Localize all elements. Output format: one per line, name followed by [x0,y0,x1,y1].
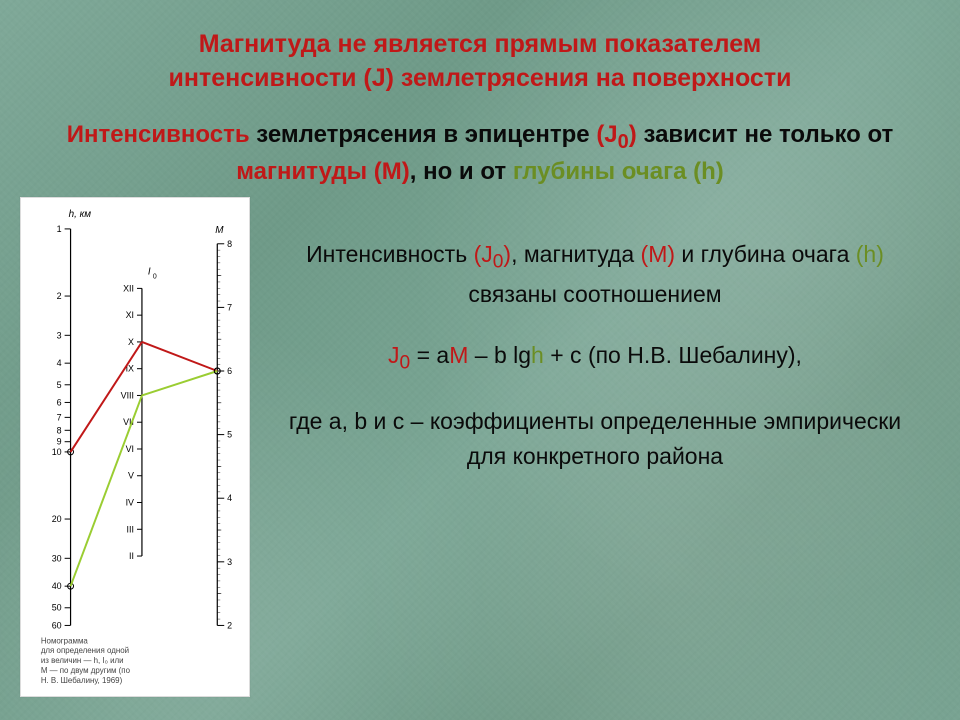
subtitle-magnitude: магнитуды (M) [236,158,410,185]
svg-text:XI: XI [126,310,134,320]
nomogram-column: h, км123456789102030405060 I0XIIXIXIXVII… [0,197,270,717]
nomogram-svg: h, км123456789102030405060 I0XIIXIXIXVII… [21,198,249,696]
formula-eq-a: = a [410,342,449,368]
formula-tail: + c (по Н.В. Шебалину), [544,342,802,368]
slide-content: Магнитуда не является прямым показателем… [0,0,960,720]
svg-text:9: 9 [57,437,62,447]
svg-text:VI: VI [126,444,134,454]
formula-h: h [531,342,544,368]
body1-j0close: ) [503,241,511,267]
svg-text:1: 1 [57,224,62,234]
svg-text:M — по двум другим (по: M — по двум другим (по [41,666,131,675]
svg-text:M: M [215,225,224,236]
svg-text:6: 6 [227,366,232,376]
svg-text:5: 5 [227,429,232,439]
formula-J: J [388,342,400,368]
body1-d: связаны соотношением [468,281,721,307]
title-line2: интенсивности (J) землетрясения на повер… [169,64,792,92]
subtitle-j0-open: (J [596,121,617,148]
subtitle-text-a: землетрясения в эпицентре [250,121,597,148]
body-paragraph-relation: Интенсивность (J0), магнитуда (M) и глуб… [280,237,910,312]
body1-j0: (J [474,241,493,267]
svg-text:2: 2 [57,291,62,301]
subtitle-j0-sub: 0 [618,130,629,152]
svg-text:V: V [128,471,134,481]
body1-j0sub: 0 [493,251,504,272]
svg-text:50: 50 [52,603,62,613]
svg-text:0: 0 [153,273,157,280]
svg-text:3: 3 [57,330,62,340]
body1-h: (h) [856,241,884,267]
slide-title: Магнитуда не является прямым показателем… [0,0,960,96]
nomogram-figure: h, км123456789102030405060 I0XIIXIXIXVII… [20,197,250,697]
subtitle-word-intensity: Интенсивность [67,121,250,148]
subtitle-text-b: зависит не только от [637,121,894,148]
body1-c: и глубина очага [675,241,856,267]
svg-text:5: 5 [57,380,62,390]
subtitle-text-c: , но и от [410,158,513,185]
svg-text:XII: XII [123,283,134,293]
body1-M: (M) [641,241,675,267]
body-coeff-note: где a, b и c – коэффициенты определенные… [280,404,910,473]
svg-text:3: 3 [227,557,232,567]
svg-text:4: 4 [57,358,62,368]
svg-text:I: I [148,266,151,277]
body1-b: , магнитуда [511,241,640,267]
svg-text:10: 10 [52,447,62,457]
subtitle-depth: глубины очага (h) [513,158,724,185]
svg-text:из величин — h, I₀ или: из величин — h, I₀ или [41,656,124,665]
body-column: Интенсивность (J0), магнитуда (M) и глуб… [270,197,960,717]
formula-minus-blg: – b lg [468,342,531,368]
svg-text:20: 20 [52,514,62,524]
svg-text:III: III [127,524,134,534]
formula-J-sub: 0 [400,352,411,373]
svg-text:4: 4 [227,493,232,503]
main-row: h, км123456789102030405060 I0XIIXIXIXVII… [0,197,960,717]
svg-text:8: 8 [57,425,62,435]
svg-text:8: 8 [227,239,232,249]
svg-text:60: 60 [52,620,62,630]
svg-text:7: 7 [227,302,232,312]
formula-M: M [449,342,468,368]
subtitle-j0-close: ) [629,121,637,148]
svg-text:Номограмма: Номограмма [41,636,89,645]
svg-text:30: 30 [52,553,62,563]
svg-text:IV: IV [126,497,134,507]
svg-text:2: 2 [227,620,232,630]
svg-text:h, км: h, км [69,209,92,220]
body-formula: J0 = aM – b lgh + c (по Н.В. Шебалину), [280,338,910,378]
svg-text:Н. В. Шебалину, 1969): Н. В. Шебалину, 1969) [41,676,123,685]
slide-subtitle: Интенсивность землетрясения в эпицентре … [0,96,960,189]
svg-text:II: II [129,551,134,561]
svg-text:40: 40 [52,581,62,591]
svg-text:7: 7 [57,412,62,422]
svg-text:для определения одной: для определения одной [41,646,129,655]
svg-text:X: X [128,337,134,347]
svg-text:6: 6 [57,397,62,407]
title-line1: Магнитуда не является прямым показателем [199,30,762,58]
svg-text:VIII: VIII [121,390,134,400]
body1-a: Интенсивность [306,241,473,267]
